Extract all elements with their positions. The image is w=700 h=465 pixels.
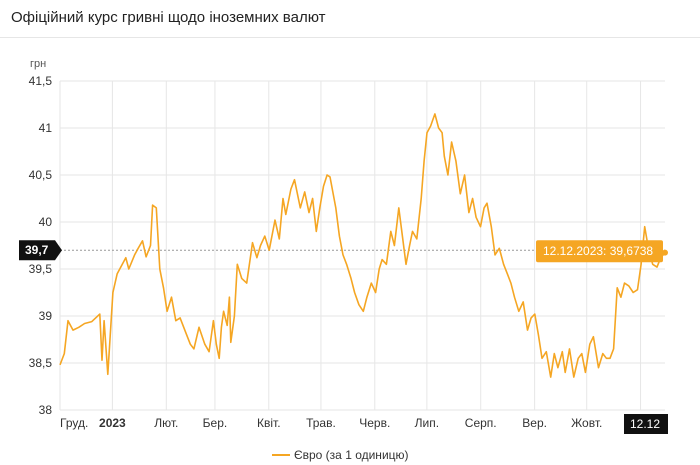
- x-tick-label: Серп.: [465, 416, 497, 430]
- x-tick-label: Бер.: [203, 416, 228, 430]
- y-tick-label: 41,5: [29, 74, 53, 88]
- x-tick-label: Жовт.: [571, 416, 602, 430]
- y-value-badge-text: 39,7: [25, 243, 49, 257]
- y-axis-ticks: 41,5 41 40,5 40 39,5 39 38,5 38: [29, 74, 53, 417]
- last-data-point[interactable]: [662, 249, 668, 256]
- x-tick-label: Черв.: [359, 416, 390, 430]
- x-value-badge-box: [624, 414, 668, 434]
- x-tick-label: Вер.: [522, 416, 547, 430]
- legend[interactable]: Євро (за 1 одиницю): [272, 448, 409, 462]
- tooltip-box: [536, 240, 663, 263]
- x-tick-label: 2023: [99, 416, 126, 430]
- line-chart[interactable]: 41,5 41 40,5 40 39,5 39 38,5 38 грн Груд. 2023 Лю…: [0, 38, 700, 465]
- tooltip-text: 12.12.2023: 39,6738: [543, 244, 653, 258]
- x-tick-label: Квіт.: [257, 416, 281, 430]
- legend-label[interactable]: Євро (за 1 одиницю): [294, 448, 409, 462]
- y-tick-label: 41: [39, 121, 53, 135]
- x-axis-ticks: Груд. 2023 Лют. Бер. Квіт. Трав. Черв. Лип. Серп…: [60, 416, 648, 430]
- x-tick-label: Груд.: [60, 416, 88, 430]
- y-tick-label: 39,5: [29, 262, 53, 276]
- chart-header: Офіційний курс гривні щодо іноземних вал…: [0, 0, 700, 38]
- y-tick-label: 38,5: [29, 356, 53, 370]
- y-value-badge-shape: [19, 240, 62, 261]
- x-value-badge: 12.12: [624, 414, 668, 434]
- y-tick-label: 40,5: [29, 168, 53, 182]
- y-tick-label: 39: [39, 309, 53, 323]
- y-value-badge: 39,7: [19, 240, 62, 261]
- grid-lines: [59, 80, 665, 411]
- y-axis-label: грн: [30, 58, 46, 70]
- x-value-badge-text: 12.12: [630, 417, 660, 431]
- series-line-euro[interactable]: [59, 113, 666, 378]
- x-tick-label: Трав.: [306, 416, 336, 430]
- x-tick-label: Лют.: [154, 416, 178, 430]
- tooltip: 12.12.2023: 39,6738: [536, 240, 663, 263]
- x-tick-label: Лип.: [415, 416, 439, 430]
- page-title: Офіційний курс гривні щодо іноземних вал…: [11, 9, 326, 26]
- y-tick-label: 40: [39, 215, 53, 229]
- y-tick-label: 38: [39, 403, 53, 417]
